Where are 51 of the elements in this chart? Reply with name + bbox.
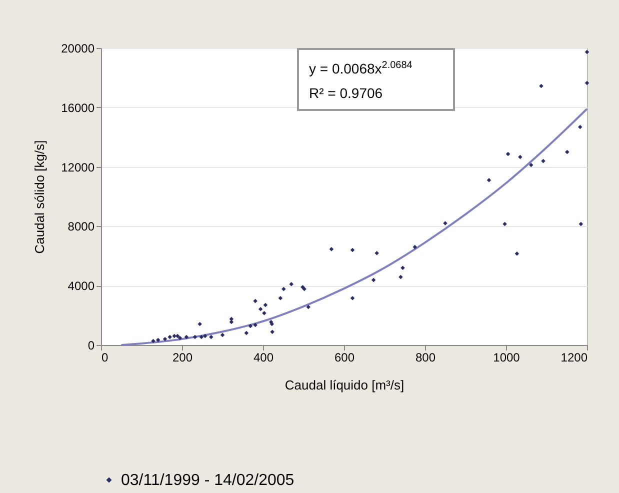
point — [220, 332, 225, 338]
point — [371, 278, 376, 282]
x-tick-label: 0 — [102, 350, 108, 364]
x-tick-label: 1000 — [493, 350, 520, 364]
x-tick-label: 400 — [253, 350, 274, 364]
x-tick-label: 1200 — [560, 350, 588, 364]
y-tick-label: 4000 — [68, 279, 95, 294]
point — [506, 152, 510, 156]
point — [412, 244, 417, 250]
point — [156, 338, 160, 342]
x-tick-label: 600 — [334, 350, 355, 364]
point — [278, 296, 283, 300]
equation-box: y = 0.0068x$^{2.0684}$ R² = 0.9706 — [297, 48, 455, 111]
point — [184, 334, 189, 340]
point — [289, 282, 294, 286]
y-axis-title: Caudal sólido [kg/s] — [32, 140, 48, 254]
point — [258, 306, 263, 312]
point — [329, 246, 334, 252]
point — [565, 150, 570, 154]
y-tick-label: 16000 — [61, 100, 95, 115]
point — [374, 250, 379, 256]
legend-label: 03/11/1999 - 14/02/2005 — [121, 472, 294, 489]
point — [350, 248, 355, 252]
point — [270, 330, 274, 334]
x-tick-label: 800 — [415, 350, 436, 364]
point — [350, 296, 355, 300]
point — [192, 334, 198, 340]
y-tick-label: 8000 — [68, 220, 95, 234]
point — [584, 50, 590, 54]
point — [528, 162, 534, 168]
point — [306, 304, 310, 310]
point — [584, 80, 590, 86]
point — [199, 334, 204, 340]
point — [578, 222, 584, 226]
y-tick-label: 0 — [88, 338, 95, 352]
point — [162, 336, 168, 342]
point — [178, 336, 182, 340]
point — [443, 221, 448, 226]
point — [263, 302, 268, 308]
point — [202, 334, 208, 338]
x-tick-label: 200 — [172, 350, 193, 364]
line-series — [120, 108, 588, 346]
annotation: R² = 0.9706 — [309, 84, 384, 103]
point — [244, 330, 249, 336]
y-tick-label: 12000 — [61, 160, 95, 174]
point — [248, 324, 253, 328]
point — [578, 124, 582, 130]
y-tick-label: 20000 — [61, 42, 95, 56]
annotation: y = 0.0068x$^{2.0684}$ — [309, 59, 414, 79]
x-axis-title: Caudal líquido [m³/s] — [284, 378, 404, 392]
point — [514, 252, 520, 256]
